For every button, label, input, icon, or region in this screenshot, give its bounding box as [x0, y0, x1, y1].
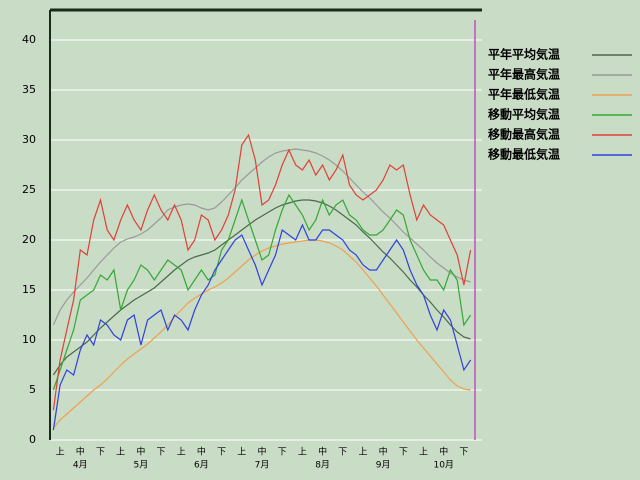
month-label: 7月	[255, 460, 270, 471]
legend-label: 平年最高気温	[488, 67, 560, 82]
y-tick-label: 25	[22, 183, 36, 196]
x-tick-label: 下	[217, 448, 226, 458]
legend-label: 平年最低気温	[488, 87, 560, 102]
y-tick-label: 5	[29, 383, 36, 396]
series-line	[52, 239, 471, 429]
x-tick-label: 下	[459, 448, 468, 458]
month-label: 5月	[133, 460, 148, 471]
y-tick-label: 10	[22, 333, 36, 346]
x-tick-label: 下	[96, 448, 105, 458]
month-label: 4月	[73, 460, 88, 471]
month-label: 9月	[376, 460, 391, 471]
x-tick-label: 下	[399, 448, 408, 458]
month-label: 6月	[194, 460, 209, 471]
x-tick-label: 下	[338, 448, 347, 458]
y-tick-label: 15	[22, 283, 36, 296]
x-tick-label: 中	[379, 446, 388, 458]
legend-label: 移動平均気温	[488, 107, 560, 122]
x-tick-label: 中	[136, 446, 145, 458]
x-tick-label: 中	[197, 446, 206, 458]
x-tick-label: 下	[278, 448, 287, 458]
series-line	[52, 193, 472, 391]
legend-label: 平年平均気温	[488, 47, 560, 62]
x-tick-label: 上	[56, 447, 65, 458]
x-tick-label: 中	[439, 446, 448, 458]
month-label: 10月	[433, 460, 453, 471]
y-tick-label: 0	[29, 433, 36, 446]
y-tick-label: 30	[22, 133, 36, 146]
x-tick-label: 上	[237, 447, 246, 458]
y-tick-label: 35	[22, 83, 36, 96]
x-tick-label: 上	[298, 447, 307, 458]
y-tick-label: 20	[22, 233, 36, 246]
series-line	[52, 223, 472, 431]
series-line	[52, 148, 471, 326]
x-tick-label: 下	[157, 448, 166, 458]
x-tick-label: 上	[116, 447, 125, 458]
month-label: 8月	[315, 460, 330, 471]
legend-label: 移動最低気温	[488, 147, 560, 162]
series-line	[52, 199, 471, 376]
series-line	[52, 133, 472, 411]
x-tick-label: 中	[76, 446, 85, 458]
legend-label: 移動最高気温	[488, 127, 560, 142]
x-tick-label: 中	[318, 446, 327, 458]
x-tick-label: 中	[257, 446, 266, 458]
y-tick-label: 40	[22, 33, 36, 46]
x-tick-label: 上	[419, 447, 428, 458]
x-tick-label: 上	[358, 447, 367, 458]
x-tick-label: 上	[177, 447, 186, 458]
